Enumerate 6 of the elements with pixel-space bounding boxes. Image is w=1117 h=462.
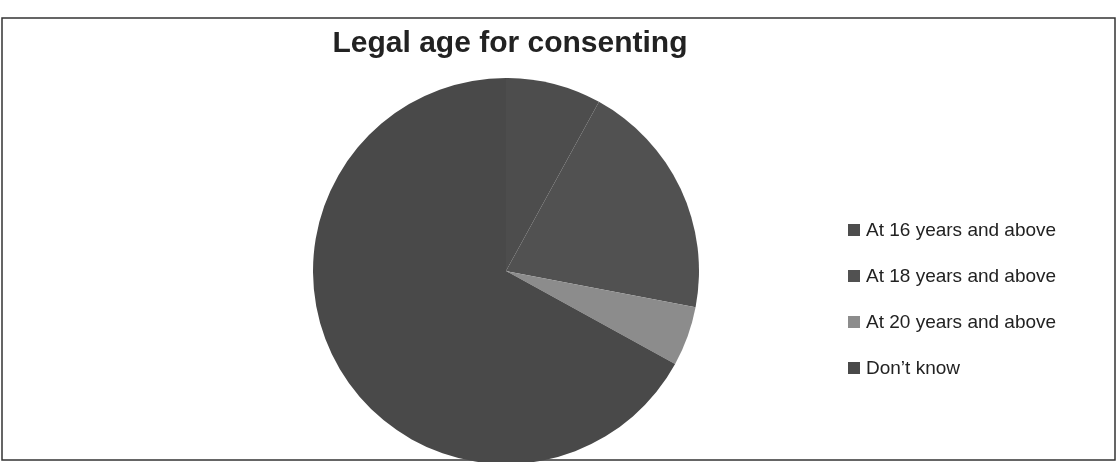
legend-label: At 18 years and above bbox=[866, 265, 1057, 286]
chart-title: Legal age for consenting bbox=[332, 25, 688, 58]
legend-label: Don’t know bbox=[866, 357, 961, 378]
legend-label: At 16 years and above bbox=[866, 219, 1057, 240]
legend-label: At 20 years and above bbox=[866, 311, 1057, 332]
pie-slice bbox=[506, 271, 696, 364]
